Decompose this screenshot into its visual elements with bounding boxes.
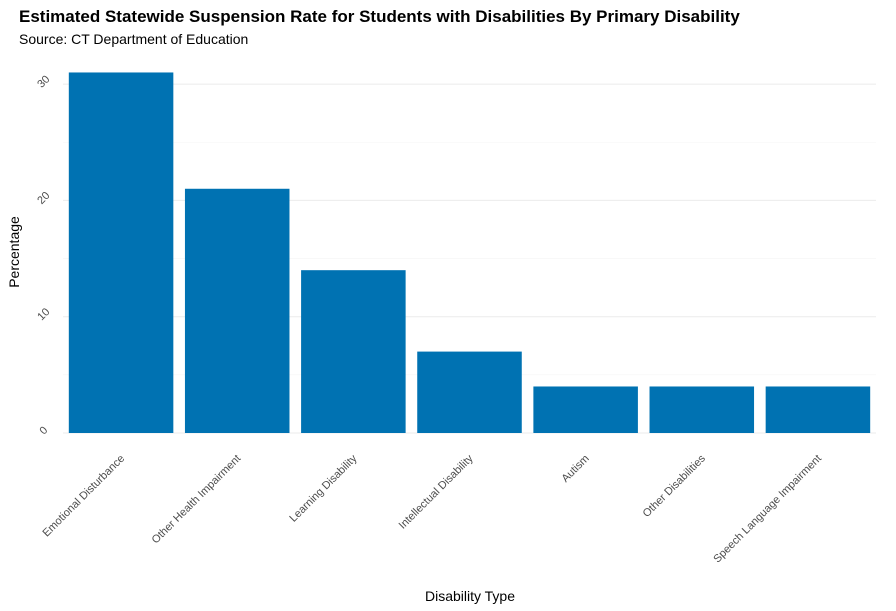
y-axis-title: Percentage <box>6 216 22 288</box>
x-tick-label: Intellectual Disability <box>397 452 476 531</box>
y-axis-ticks: 0 10 20 30 <box>35 73 52 437</box>
bar <box>68 72 174 433</box>
x-axis-title: Disability Type <box>425 588 515 604</box>
y-tick-label: 20 <box>35 190 52 207</box>
y-tick-label: 10 <box>35 306 52 323</box>
x-tick-label: Other Health Impairment <box>150 453 244 547</box>
y-tick-label: 30 <box>35 73 52 90</box>
bar <box>301 270 406 433</box>
bar <box>417 351 522 433</box>
x-tick-label: Other Disabilities <box>641 452 709 520</box>
y-tick-label: 0 <box>37 424 50 437</box>
bar <box>649 386 755 433</box>
bars <box>68 72 871 433</box>
x-tick-label: Autism <box>560 453 592 485</box>
chart-title: Estimated Statewide Suspension Rate for … <box>19 7 740 26</box>
bar <box>184 188 290 433</box>
x-tick-label: Emotional Disturbance <box>40 453 127 540</box>
chart-subtitle: Source: CT Department of Education <box>19 31 249 47</box>
bar <box>533 386 638 433</box>
x-tick-label: Learning Disability <box>287 452 359 524</box>
x-tick-label: Speech Language Impairment <box>711 453 824 566</box>
bar <box>765 386 871 433</box>
x-axis-ticks: Emotional Disturbance Other Health Impair… <box>40 452 824 565</box>
